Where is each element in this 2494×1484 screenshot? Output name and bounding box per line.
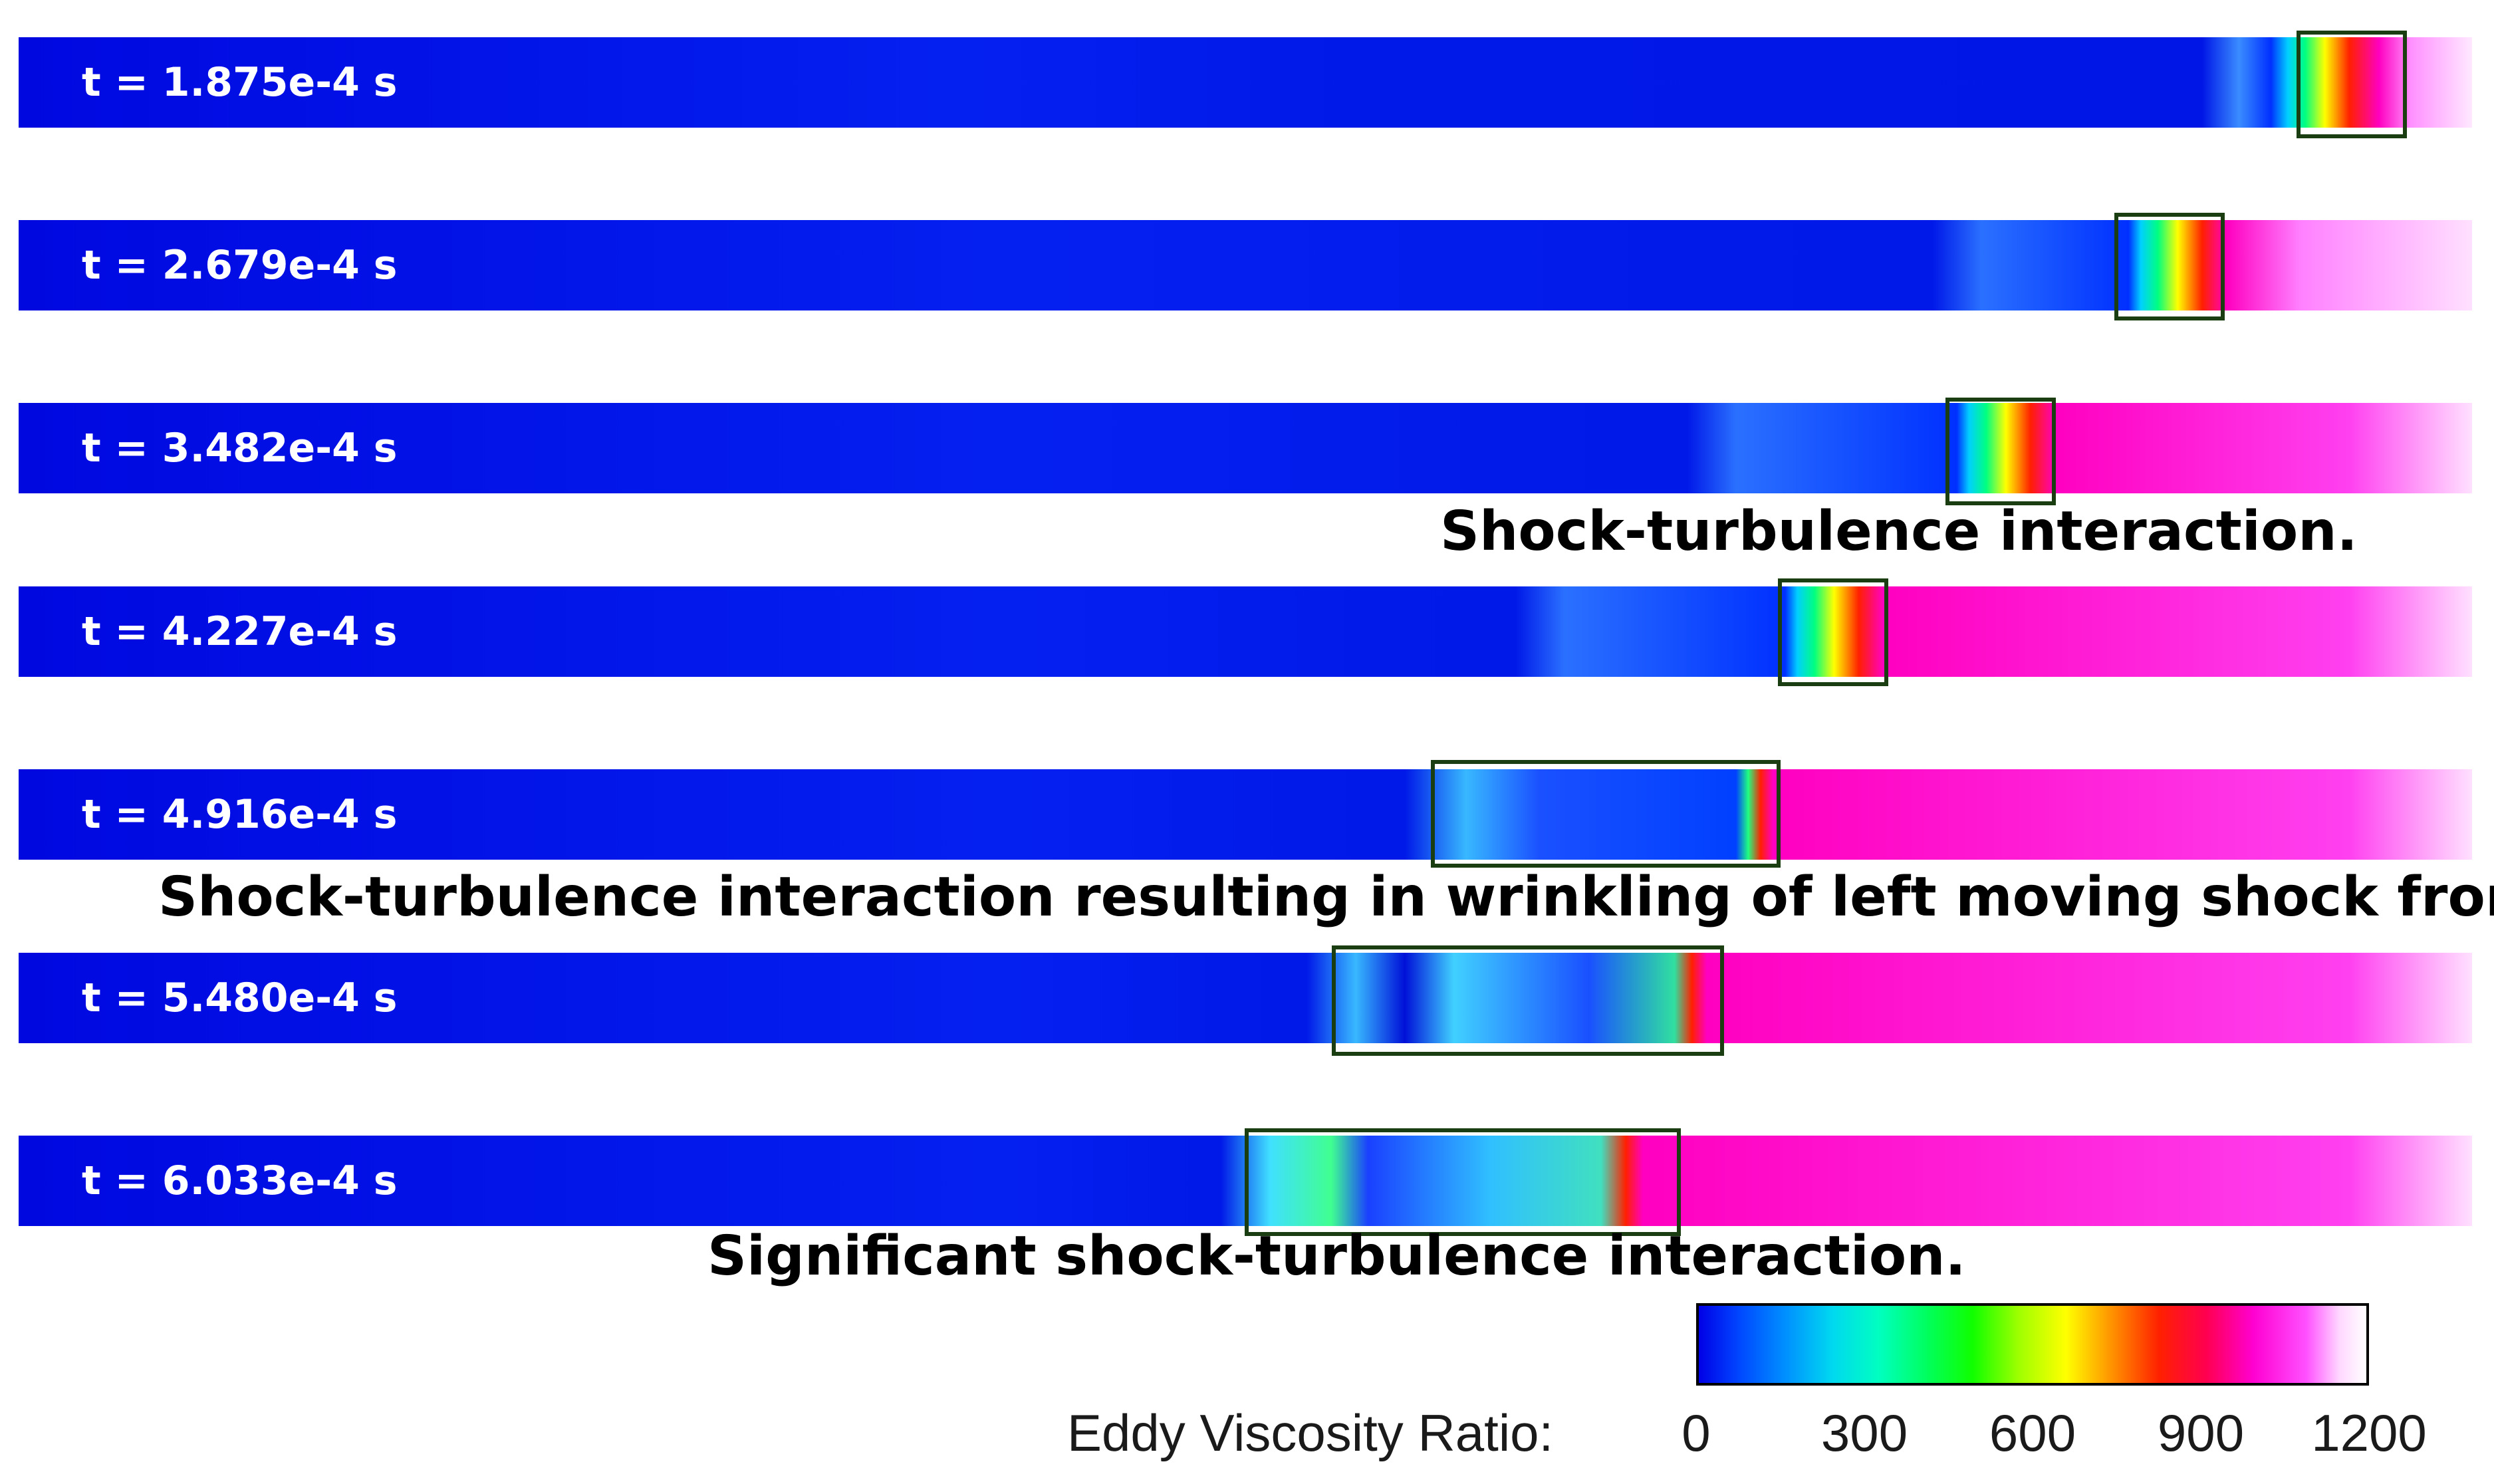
time-label: t = 3.482e-4 s: [82, 425, 398, 471]
colorbar-tick: 1200: [2311, 1404, 2427, 1462]
time-label: t = 4.916e-4 s: [82, 791, 398, 838]
shock-region-box: [2114, 213, 2225, 320]
snapshot-strip: t = 4.227e-4 s: [19, 586, 2472, 677]
colorbar-tick: 600: [1989, 1404, 2076, 1462]
eddy-viscosity-field: [19, 586, 2472, 677]
shock-region-box: [1245, 1128, 1681, 1236]
eddy-viscosity-field: [19, 37, 2472, 128]
snapshot-strip: t = 2.679e-4 s: [19, 220, 2472, 310]
time-label: t = 2.679e-4 s: [82, 242, 398, 289]
snapshot-strip: t = 4.916e-4 s: [19, 769, 2472, 860]
shock-region-box: [1778, 578, 1888, 686]
eddy-viscosity-field: [19, 403, 2472, 493]
eddy-viscosity-colorbar: [1696, 1303, 2369, 1386]
snapshot-strip: t = 3.482e-4 s: [19, 403, 2472, 493]
shock-region-box: [2297, 31, 2407, 138]
shock-region-box: [1431, 760, 1781, 868]
snapshot-strip: t = 5.480e-4 s: [19, 953, 2472, 1043]
time-label: t = 1.875e-4 s: [82, 59, 398, 106]
eddy-viscosity-field: [19, 769, 2472, 860]
colorbar-tick: 300: [1820, 1404, 1908, 1462]
colorbar-tick: 0: [1682, 1404, 1711, 1462]
eddy-viscosity-field: [19, 220, 2472, 310]
eddy-viscosity-field: [19, 953, 2472, 1043]
colorbar-title: Eddy Viscosity Ratio:: [1067, 1404, 1554, 1462]
annotation-significant-interaction: Significant shock-turbulence interaction…: [707, 1225, 1966, 1288]
time-label: t = 6.033e-4 s: [82, 1158, 398, 1204]
shock-region-box: [1332, 945, 1724, 1056]
shock-region-box: [1945, 398, 2056, 505]
colorbar-tick: 900: [2157, 1404, 2245, 1462]
annotation-shock-turbulence: Shock-turbulence interaction.: [1440, 500, 2358, 563]
annotation-shock-front-wrinkling: Shock-turbulence interaction resulting i…: [158, 866, 2494, 929]
snapshot-strip: t = 1.875e-4 s: [19, 37, 2472, 128]
time-label: t = 5.480e-4 s: [82, 975, 398, 1021]
time-label: t = 4.227e-4 s: [82, 608, 398, 655]
